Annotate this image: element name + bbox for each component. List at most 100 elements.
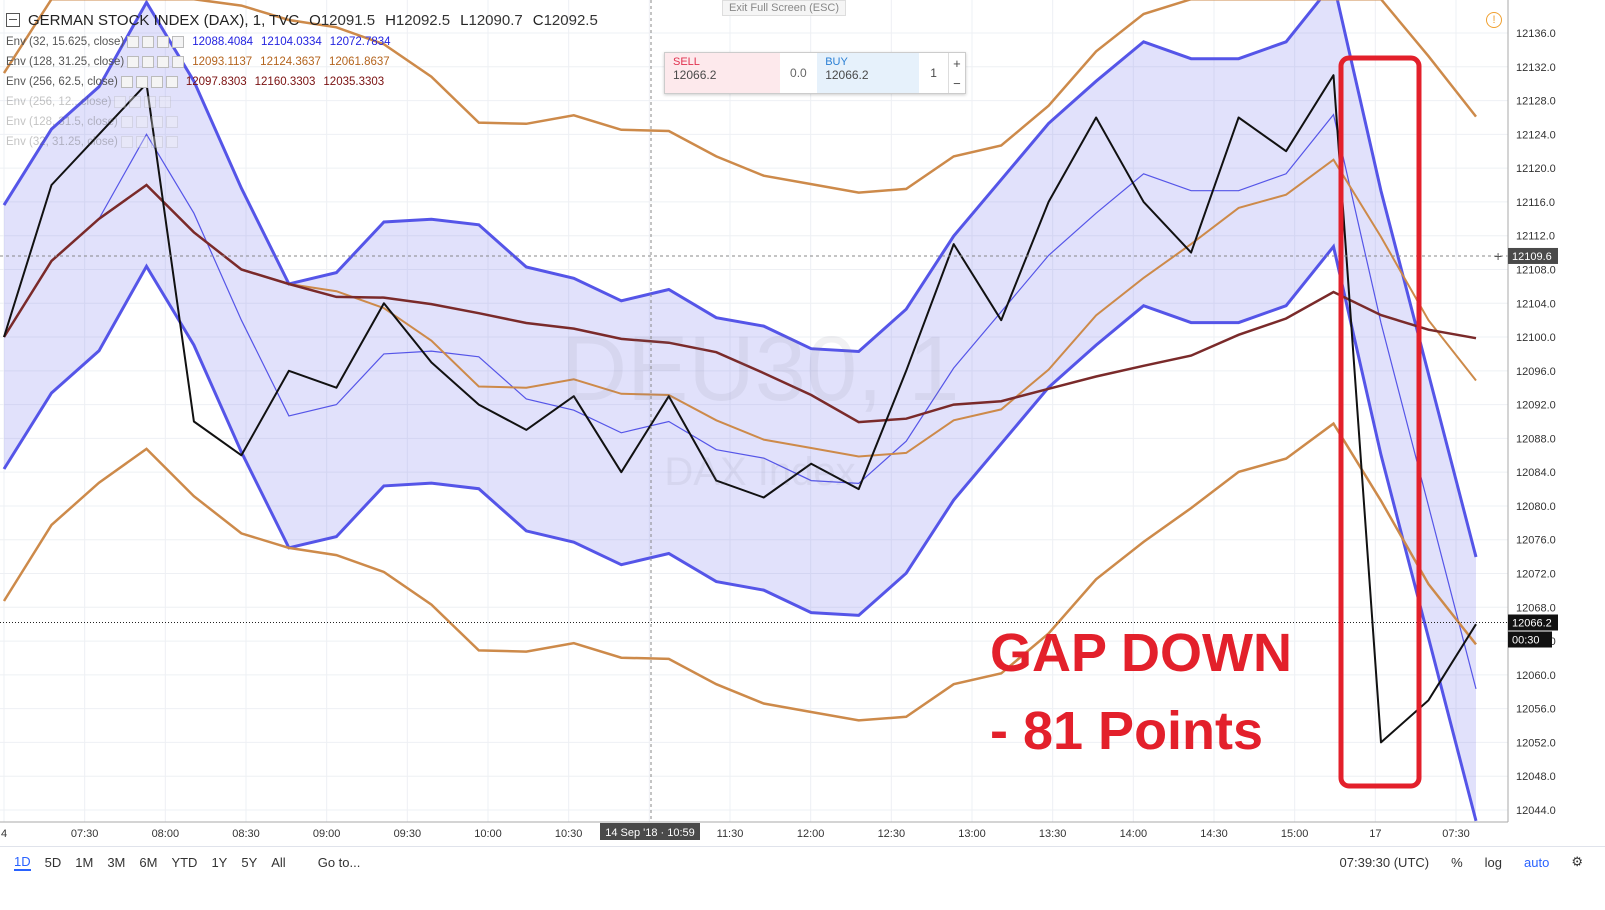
envelope-128-lower: [2, 421, 1477, 722]
last-price-bg: [1508, 614, 1558, 631]
source-icon[interactable]: [157, 36, 170, 48]
visibility-icon[interactable]: [114, 96, 127, 108]
price-series: [3, 74, 1477, 744]
collapse-icon[interactable]: [6, 13, 20, 27]
annotation-points: - 81 Points: [990, 701, 1264, 761]
timeframe-5y[interactable]: 5Y: [241, 854, 258, 870]
price-tick-label: 12076.0: [1516, 535, 1556, 547]
price-tick-label: 12084.0: [1516, 467, 1556, 479]
settings-icon[interactable]: [135, 116, 148, 128]
time-tick-label: 12:30: [878, 828, 906, 840]
price-tick-label: 12124.0: [1516, 129, 1556, 141]
last-price-label: 12066.2 00:30: [1508, 614, 1558, 648]
timeframe-1m[interactable]: 1M: [75, 854, 94, 870]
indicator-values: 12088.4084 12104.0334 12072.7834: [184, 36, 390, 48]
indicator-row[interactable]: Env (32, 31.25, close): [6, 136, 178, 148]
time-tick-label: 12:00: [797, 828, 825, 840]
indicator-row[interactable]: Env (128, 31.5, close): [6, 116, 178, 128]
quantity-field[interactable]: 1: [930, 66, 937, 80]
sell-label: SELL: [673, 56, 700, 68]
quantity-decrease-button[interactable]: −: [953, 75, 961, 91]
price-tick-label: 12068.0: [1516, 602, 1556, 614]
visibility-icon[interactable]: [120, 76, 133, 88]
price-tick-label: 12120.0: [1516, 163, 1556, 175]
more-icon[interactable]: [172, 36, 185, 48]
indicator-value: 12072.7834: [329, 36, 391, 48]
timeframe-1y[interactable]: 1Y: [211, 854, 228, 870]
crosshair-price-bg: [1508, 247, 1558, 264]
time-tick-label: 14:30: [1200, 828, 1228, 840]
price-tick-label: 12104.0: [1516, 298, 1556, 310]
price-tick-label: 12048.0: [1516, 771, 1556, 783]
time-scale[interactable]: 407:3008:0008:3009:0009:3010:0010:3011:0…: [0, 821, 1508, 840]
sell-price: 12066.2: [673, 68, 717, 82]
warning-icon[interactable]: !: [1486, 12, 1502, 28]
percent-toggle[interactable]: %: [1451, 854, 1463, 870]
price-tick-label: 12044.0: [1516, 805, 1556, 817]
time-tick-label: 07:30: [71, 828, 99, 840]
more-icon[interactable]: [172, 56, 185, 68]
sell-button[interactable]: SELL 12066.2: [665, 53, 780, 93]
time-tick-label: 17: [1369, 828, 1381, 840]
visibility-icon[interactable]: [120, 136, 133, 148]
time-tick-label: 08:30: [232, 828, 260, 840]
settings-gear-icon[interactable]: ⚙: [1571, 854, 1583, 869]
more-icon[interactable]: [159, 96, 172, 108]
timeframe-ytd[interactable]: YTD: [171, 854, 198, 870]
indicator-row[interactable]: Env (128, 31.25, close) 12093.1137 12124.3…: [6, 56, 390, 68]
time-tick-label: 13:00: [958, 828, 986, 840]
indicator-value: 12097.8303: [185, 76, 247, 88]
quantity-increase-button[interactable]: +: [953, 55, 961, 71]
timeframe-3m[interactable]: 3M: [107, 854, 126, 870]
more-icon[interactable]: [165, 76, 178, 88]
exit-fullscreen-button[interactable]: Exit Full Screen (ESC): [722, 0, 847, 16]
envelope-32-fill: [4, 0, 1476, 821]
settings-icon[interactable]: [142, 56, 155, 68]
visibility-icon[interactable]: [127, 56, 140, 68]
countdown-bg: [1508, 631, 1552, 648]
indicator-label: Env (256, 62.5, close): [6, 76, 118, 88]
source-icon[interactable]: [150, 116, 163, 128]
indicator-row[interactable]: Env (256, 62.5, close) 12097.8303 12160.33…: [6, 76, 384, 88]
timeframe-1d[interactable]: 1D: [14, 853, 31, 871]
indicator-value: 12124.3637: [260, 56, 321, 68]
settings-icon[interactable]: [142, 36, 155, 48]
price-tick-label: 12136.0: [1516, 28, 1556, 40]
source-icon[interactable]: [144, 96, 157, 108]
auto-toggle[interactable]: auto: [1524, 854, 1550, 870]
indicator-row[interactable]: Env (32, 15.625, close) 12088.4084 12104.0…: [6, 36, 391, 48]
more-icon[interactable]: [165, 116, 178, 128]
bottom-toolbar: 1D 5D 1M 3M 6M YTD 1Y 5Y All Go to... 07:39:30 (…: [0, 846, 1605, 877]
buy-button[interactable]: BUY 12066.2: [817, 53, 920, 93]
ohlc-low: L12090.7: [460, 11, 523, 29]
price-tick-label: 12060.0: [1516, 670, 1556, 682]
more-icon[interactable]: [165, 136, 178, 148]
indicator-values: 12097.8303 12160.3303 12035.3303: [178, 76, 384, 88]
source-icon[interactable]: [150, 136, 163, 148]
timeframe-5d[interactable]: 5D: [44, 854, 62, 870]
log-toggle[interactable]: log: [1484, 854, 1503, 870]
source-icon[interactable]: [150, 76, 163, 88]
time-tick-label: 4: [1, 828, 7, 840]
symbol-title[interactable]: GERMAN STOCK INDEX (DAX), 1, TVC: [28, 11, 300, 29]
timeframe-all[interactable]: All: [271, 854, 286, 870]
price-scale[interactable]: 12136.0 12132.0 12128.0 12124.0 12120.0 12116…: [1494, 0, 1558, 822]
price-tick-label: 12096.0: [1516, 366, 1556, 378]
visibility-icon[interactable]: [127, 36, 140, 48]
indicator-row[interactable]: Env (256, 12...close): [6, 96, 172, 108]
countdown-text: 00:30: [1512, 635, 1540, 647]
visibility-icon[interactable]: [120, 116, 133, 128]
settings-icon[interactable]: [135, 76, 148, 88]
indicator-label: Env (128, 31.25, close): [6, 56, 125, 68]
settings-icon[interactable]: [135, 136, 148, 148]
time-tick-label: 10:30: [555, 828, 583, 840]
settings-icon[interactable]: [129, 96, 142, 108]
source-icon[interactable]: [157, 56, 170, 68]
time-tick-label: 08:00: [152, 828, 180, 840]
timeframe-6m[interactable]: 6M: [139, 854, 158, 870]
time-tick-label: 10:00: [474, 828, 502, 840]
goto-button[interactable]: Go to...: [317, 854, 361, 870]
utc-clock[interactable]: 07:39:30 (UTC): [1339, 854, 1430, 870]
crosshair-plus-icon: +: [1494, 248, 1502, 264]
